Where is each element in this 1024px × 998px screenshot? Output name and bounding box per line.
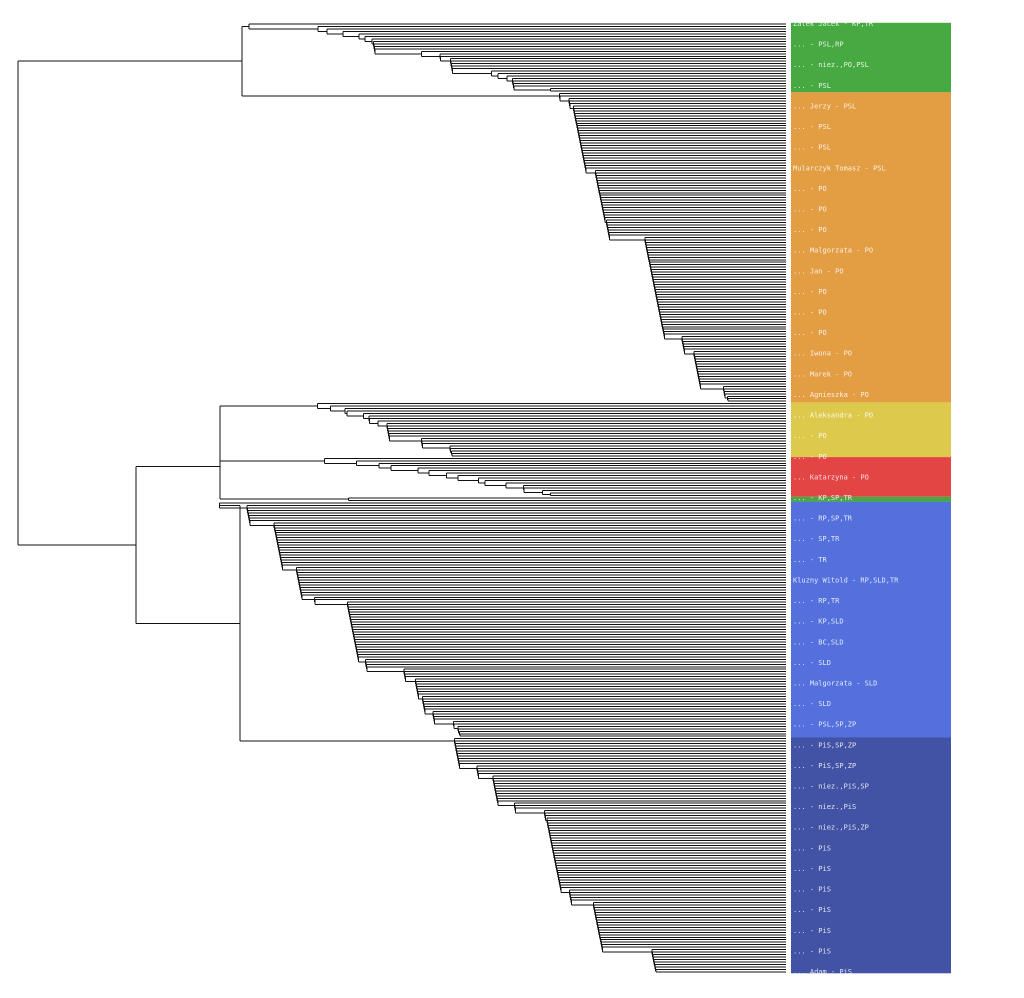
leaf-label: ... - niez.,PO,PSL	[793, 61, 869, 69]
leaf-label: ... Malgorzata - PO	[793, 247, 873, 255]
cluster-band	[791, 92, 951, 403]
leaf-label: ... - PO	[793, 309, 827, 317]
leaf-label: ... - PSL,SP,ZP	[793, 721, 856, 729]
leaf-label: ... - KP,SLD	[793, 618, 844, 626]
leaf-label: ... - PiS	[793, 947, 831, 955]
leaf-label: ... - PSL	[793, 82, 831, 90]
leaf-label: ... Agnieszka - PO	[793, 391, 869, 399]
dendrogram-branches	[17, 23, 786, 973]
leaf-color-bands	[791, 22, 951, 974]
leaf-label: ... - SP,TR	[793, 535, 840, 543]
leaf-label: ... Jerzy - PSL	[793, 102, 856, 110]
leaf-label: ... - TR	[793, 556, 828, 564]
leaf-label: ... - niez.,PiS	[793, 803, 856, 811]
leaf-label: ... - niez.,PiS,SP	[793, 783, 869, 791]
leaf-label: ... Iwona - PO	[793, 350, 852, 358]
leaf-label: ... Katarzyna - PO	[793, 473, 869, 481]
leaf-label: ... - PO	[793, 288, 827, 296]
leaf-label: ... - PiS	[793, 906, 831, 914]
leaf-label: ... - PiS	[793, 927, 831, 935]
cluster-band	[791, 402, 951, 458]
leaf-label: ... - PO	[793, 185, 827, 193]
leaf-label: ... - PO	[793, 206, 827, 214]
leaf-label: ... - RP,TR	[793, 597, 840, 605]
leaf-label: ... - PiS	[793, 886, 831, 894]
cluster-band	[791, 457, 951, 497]
leaf-label: ... Malgorzata - SLD	[793, 680, 877, 688]
leaf-label: Mularczyk Tomasz - PSL	[793, 164, 886, 172]
leaf-label: ... - KP,SP,TR	[793, 494, 853, 502]
leaf-label: ... - PSL	[793, 123, 831, 131]
leaf-label: ... - PO	[793, 432, 827, 440]
cluster-band	[791, 737, 951, 974]
leaf-label: ... - niez.,PiS,ZP	[793, 824, 869, 832]
leaf-label: ... - PiS	[793, 844, 831, 852]
leaf-label: ... Marek - PO	[793, 370, 852, 378]
leaf-label: Zalek Jacek - KP,TR	[793, 20, 874, 28]
leaf-label: ... - PO	[793, 329, 827, 337]
leaf-label: ... - PiS,SP,ZP	[793, 741, 856, 749]
cluster-band	[791, 496, 951, 502]
leaf-label: ... Aleksandra - PO	[793, 412, 873, 420]
leaf-label: ... - RP,SP,TR	[793, 515, 853, 523]
leaf-label: ... Adam - PiS	[793, 968, 852, 976]
leaf-label: ... - PSL	[793, 144, 831, 152]
leaf-label: Kluzny Witold - RP,SLD,TR	[793, 576, 899, 584]
cluster-band	[791, 501, 951, 738]
leaf-label: ... - PO	[793, 453, 827, 461]
leaf-label: ... - PiS,SP,ZP	[793, 762, 856, 770]
leaf-labels: Zalek Jacek - KP,TR ... - PSL,RP ... - nie…	[793, 20, 899, 976]
cluster-band	[791, 22, 951, 93]
leaf-label: ... - SLD	[793, 659, 831, 667]
leaf-label: ... - PSL,RP	[793, 41, 844, 49]
leaf-label: ... Jan - PO	[793, 267, 844, 275]
leaf-label: ... - PiS	[793, 865, 831, 873]
leaf-label: ... - SLD	[793, 700, 831, 708]
leaf-label: ... - BC,SLD	[793, 638, 844, 646]
leaf-label: ... - PO	[793, 226, 827, 234]
